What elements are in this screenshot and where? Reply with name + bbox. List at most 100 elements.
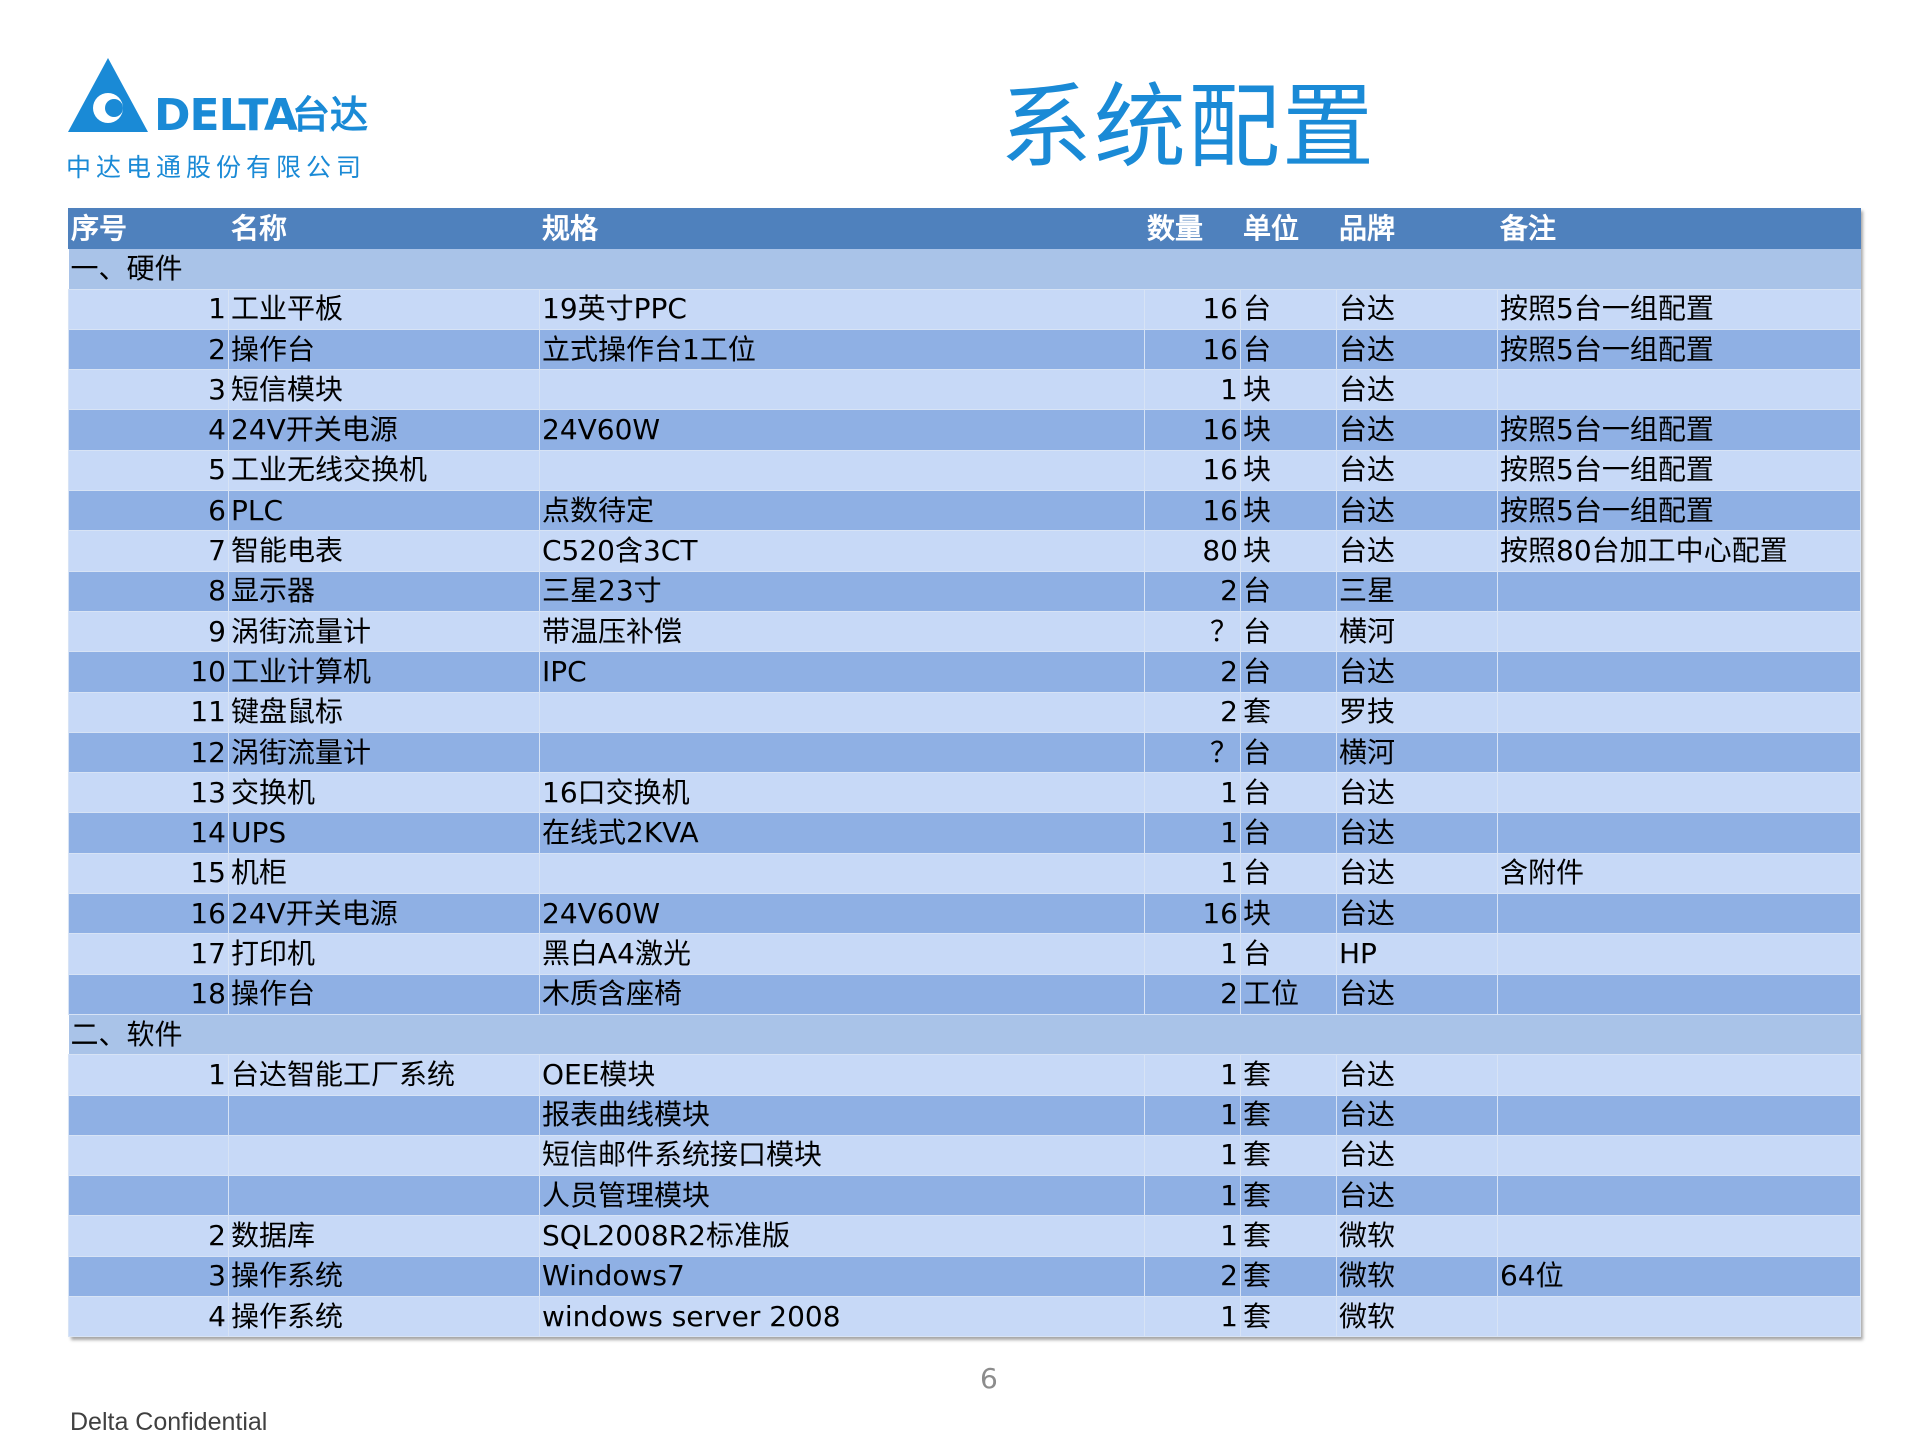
row-index-cell: 12: [68, 731, 229, 774]
row-name-cell: 台达智能工厂系统: [228, 1054, 540, 1096]
row-remark-cell: [1497, 973, 1861, 1015]
row-spec-cell: [539, 852, 1145, 895]
row-remark-cell: 按照5台一组配置: [1497, 490, 1861, 532]
row-remark-cell: [1497, 1134, 1861, 1177]
row-name-cell: 24V开关电源: [228, 409, 540, 451]
table-row: 4 操作系统 windows server 2008 1 套微软: [68, 1296, 1861, 1338]
header-cell: 序号: [68, 207, 229, 250]
row-spec-cell: 在线式2KVA: [539, 812, 1145, 854]
row-spec-cell: [539, 449, 1145, 492]
row-spec-cell: windows server 2008: [539, 1296, 1145, 1338]
row-name-cell: 涡街流量计: [228, 731, 540, 774]
footer-confidential: Delta Confidential: [70, 1408, 268, 1436]
row-brand-cell: 台达: [1336, 893, 1498, 935]
row-spec-cell: 立式操作台1工位: [539, 328, 1145, 371]
row-index-cell: 13: [68, 772, 229, 814]
config-table-container: 序号 名称 规格 数量 单位 品牌 备注 一、硬件 1 工业平板 19英寸PPC 16 台…: [68, 207, 1861, 1338]
row-unit-cell: 块: [1240, 449, 1337, 492]
row-index-cell: 3: [68, 369, 229, 411]
row-unit-cell: 套: [1240, 1215, 1337, 1257]
row-name-cell: 智能电表: [228, 530, 540, 572]
row-quantity-cell: 1: [1144, 772, 1241, 814]
row-remark-cell: [1497, 812, 1861, 854]
row-unit-cell: 套: [1240, 1296, 1337, 1338]
row-remark-cell: [1497, 691, 1861, 733]
row-spec-cell: IPC: [539, 651, 1145, 693]
row-brand-cell: HP: [1336, 933, 1498, 975]
row-index-cell: 7: [68, 530, 229, 572]
row-quantity-cell: 16: [1144, 893, 1241, 935]
header-cell: 数量: [1144, 207, 1241, 250]
row-spec-cell: [539, 369, 1145, 411]
row-index-cell: 6: [68, 490, 229, 532]
section-row: 二、软件: [68, 1014, 1861, 1055]
row-remark-cell: [1497, 933, 1861, 975]
row-spec-cell: 人员管理模块: [539, 1175, 1145, 1217]
row-index-cell: 2: [68, 328, 229, 371]
row-index-cell: [68, 1094, 229, 1136]
row-index-cell: 18: [68, 973, 229, 1015]
row-index-cell: 3: [68, 1255, 229, 1298]
row-index-cell: 17: [68, 933, 229, 975]
row-quantity-cell: 1: [1144, 1054, 1241, 1096]
row-remark-cell: [1497, 1054, 1861, 1096]
table-row: 18 操作台 木质含座椅 2 工位 台达: [68, 973, 1861, 1015]
table-row: 7 智能电表 C520含3CT 80 块台达 按照80台加工中心配置: [68, 530, 1861, 572]
row-index-cell: 9: [68, 610, 229, 653]
row-name-cell: 24V开关电源: [228, 893, 540, 935]
row-brand-cell: 微软: [1336, 1255, 1498, 1298]
row-unit-cell: 套: [1240, 691, 1337, 733]
row-name-cell: 工业无线交换机: [228, 449, 540, 492]
row-name-cell: 操作台: [228, 973, 540, 1015]
row-index-cell: 1: [68, 288, 229, 330]
row-quantity-cell: 16: [1144, 288, 1241, 330]
table-row: 报表曲线模块 1 套台达: [68, 1094, 1861, 1136]
row-unit-cell: 台: [1240, 288, 1337, 330]
table-row: 10 工业计算机 IPC 2 台台达: [68, 651, 1861, 693]
row-quantity-cell: 1: [1144, 369, 1241, 411]
header-cell: 名称: [228, 207, 540, 250]
row-quantity-cell: 1: [1144, 1175, 1241, 1217]
row-brand-cell: 台达: [1336, 288, 1498, 330]
table-row: 11 键盘鼠标 2 套罗技: [68, 691, 1861, 733]
row-unit-cell: 台: [1240, 933, 1337, 975]
page-title: 系统配置: [1000, 74, 1377, 181]
row-quantity-cell: 16: [1144, 328, 1241, 371]
row-name-cell: 涡街流量计: [228, 610, 540, 653]
row-name-cell: 交换机: [228, 772, 540, 814]
section-label: 一、硬件: [68, 248, 1861, 290]
company-name: 中达电通股份有限公司: [66, 153, 367, 182]
row-unit-cell: 套: [1240, 1094, 1337, 1136]
row-unit-cell: 块: [1240, 409, 1337, 451]
row-quantity-cell: 1: [1144, 1094, 1241, 1136]
table-row: 4 24V开关电源 24V60W 16 块台达 按照5台一组配置: [68, 409, 1861, 451]
row-unit-cell: 工位: [1240, 973, 1337, 1015]
table-row: 14 UPS 在线式2KVA 1 台台达: [68, 812, 1861, 854]
row-name-cell: [228, 1094, 540, 1136]
row-name-cell: [228, 1175, 540, 1217]
table-row: 2 数据库 SQL2008R2标准版 1 套微软: [68, 1215, 1861, 1257]
row-quantity-cell: 16: [1144, 449, 1241, 492]
table-row: 15 机柜 1 台台达 含附件: [68, 852, 1861, 895]
row-unit-cell: 块: [1240, 530, 1337, 572]
row-remark-cell: [1497, 1215, 1861, 1257]
row-remark-cell: [1497, 651, 1861, 693]
row-index-cell: 2: [68, 1215, 229, 1257]
row-unit-cell: 块: [1240, 490, 1337, 532]
row-spec-cell: SQL2008R2标准版: [539, 1215, 1145, 1257]
delta-logo: DELTA 台达 中达电通股份有限公司: [66, 56, 376, 186]
row-index-cell: 8: [68, 570, 229, 612]
row-brand-cell: 台达: [1336, 1134, 1498, 1177]
table-row: 5 工业无线交换机 16 块台达 按照5台一组配置: [68, 449, 1861, 492]
section-label: 二、软件: [68, 1014, 1861, 1055]
row-name-cell: 短信模块: [228, 369, 540, 411]
row-name-cell: 操作系统: [228, 1255, 540, 1298]
row-name-cell: 键盘鼠标: [228, 691, 540, 733]
row-brand-cell: 台达: [1336, 328, 1498, 371]
row-brand-cell: 台达: [1336, 852, 1498, 895]
table-row: 9 涡街流量计 带温压补偿？台横河: [68, 610, 1861, 653]
row-spec-cell: [539, 691, 1145, 733]
row-brand-cell: 台达: [1336, 449, 1498, 492]
row-brand-cell: 台达: [1336, 490, 1498, 532]
delta-triangle-icon: [68, 58, 148, 132]
